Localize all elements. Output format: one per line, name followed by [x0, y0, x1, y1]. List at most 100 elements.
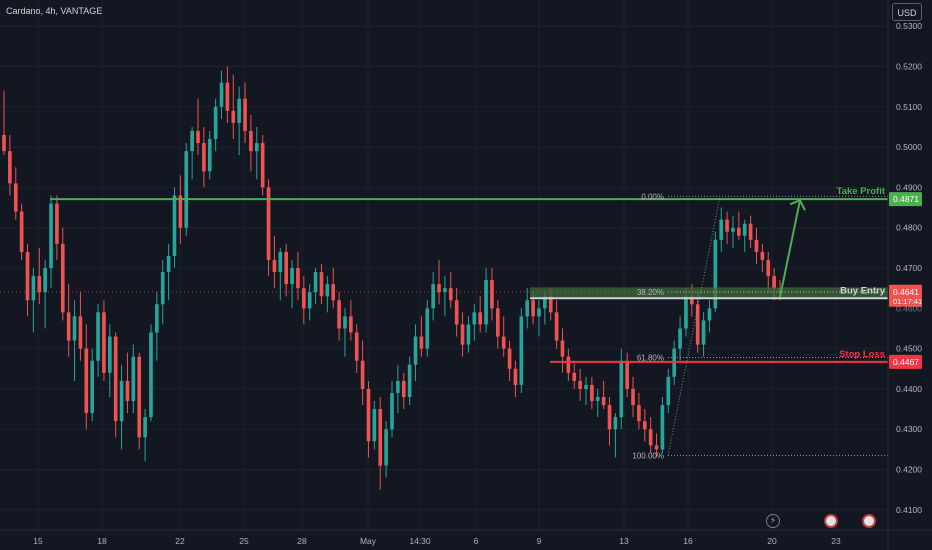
time-tick-label: 18 [97, 536, 107, 546]
price-axis[interactable]: 0.5300 0.5200 0.5100 0.5000 0.4900 0.4800 0.47… [887, 0, 922, 550]
candle-body [190, 130, 194, 152]
candle-body [384, 429, 388, 466]
candle-body [325, 284, 330, 297]
candle-body [219, 82, 224, 107]
candle-body [225, 82, 230, 111]
candle-body [578, 380, 582, 389]
candle-body [337, 300, 341, 329]
candle-body [642, 421, 647, 430]
take-profit-label: Take Profit [837, 186, 886, 197]
us-flag-icon[interactable] [824, 514, 838, 528]
candle-body [266, 187, 271, 260]
candle-body [96, 312, 100, 361]
projection-arrow [779, 200, 801, 298]
candle-body [231, 110, 236, 123]
candles [2, 66, 782, 490]
candle-body [701, 320, 706, 345]
price-levels: Take Profit Buy Entry Stop Loss 0.00% 38.20%… [0, 186, 888, 460]
candle-body [484, 280, 488, 325]
candle-body [454, 300, 459, 325]
candle-body [272, 259, 277, 273]
candle-body [648, 429, 653, 446]
candle-body [760, 251, 765, 260]
candle-body [413, 336, 418, 365]
candle-body [437, 284, 441, 293]
candle-body [213, 106, 218, 140]
candle-body [425, 308, 430, 349]
candle-body [401, 380, 406, 397]
buy-entry-label: Buy Entry [840, 285, 886, 296]
time-tick-label: 9 [537, 536, 542, 546]
price-tick-label: 0.5300 [896, 21, 922, 31]
candle-body [349, 316, 353, 333]
candle-body [90, 360, 95, 414]
candle-body [249, 130, 253, 152]
candle-body [766, 259, 771, 277]
fib-level-label: 38.20% [637, 288, 664, 297]
price-tick-label: 0.4100 [896, 505, 922, 515]
candle-body [719, 219, 724, 240]
candle-body [748, 223, 753, 240]
candle-body [607, 405, 612, 430]
candle-body [372, 409, 377, 442]
candle-body [13, 183, 18, 212]
buy-entry-zone [530, 287, 888, 299]
candle-body [184, 151, 189, 228]
candle-body [613, 417, 618, 430]
candle-body [31, 276, 36, 301]
candle-body [107, 336, 112, 373]
price-tick-label: 0.4400 [896, 384, 922, 394]
candle-body [60, 243, 65, 313]
candle-body [290, 268, 294, 285]
candle-body [319, 272, 324, 297]
candle-body [689, 296, 694, 305]
candle-body [237, 98, 241, 123]
candle-body [490, 280, 494, 309]
current-price-badge-bg [889, 284, 922, 307]
grid-lines [0, 0, 888, 530]
candle-body [619, 360, 624, 418]
currency-button[interactable]: USD [892, 3, 922, 21]
candle-body [360, 360, 365, 389]
candle-body [572, 372, 577, 381]
candle-body [525, 300, 530, 317]
fib-level-label: 61.80% [637, 353, 664, 362]
us-flag-icon[interactable] [862, 514, 876, 528]
candle-body [19, 211, 24, 252]
candle-body [443, 288, 447, 293]
candle-body [43, 268, 47, 293]
stop-loss-label: Stop Loss [839, 349, 885, 360]
candle-body [207, 139, 212, 172]
lightning-icon[interactable]: ⚡ [766, 514, 780, 528]
candle-body [772, 276, 776, 289]
time-tick-label: 15 [33, 536, 43, 546]
candle-body [631, 388, 635, 406]
candle-body [637, 405, 641, 422]
candle-body [49, 203, 53, 269]
candle-body [590, 384, 594, 402]
stop-loss-badge: 0.4467 [893, 357, 919, 367]
candle-body [543, 296, 547, 309]
candle-body [537, 308, 541, 317]
candle-body [419, 336, 424, 349]
candle-body [695, 304, 700, 345]
candle-body [684, 296, 688, 329]
time-tick-label: 13 [619, 536, 629, 546]
candle-body [737, 227, 741, 236]
candle-body [560, 340, 565, 357]
candle-body [55, 203, 59, 244]
candle-body [678, 328, 682, 349]
candle-body [125, 380, 130, 402]
candle-body [472, 312, 477, 325]
candle-body [166, 255, 171, 273]
candle-body [501, 336, 506, 349]
candle-body [155, 304, 159, 333]
candle-body [625, 360, 629, 389]
time-tick-label: 6 [474, 536, 479, 546]
candle-body [507, 348, 512, 369]
time-axis[interactable]: 15 18 22 25 28 May 14:30 6 9 13 16 20 23 [0, 529, 932, 546]
candle-body [448, 288, 453, 301]
candle-body [331, 284, 336, 301]
candle-body [343, 316, 347, 329]
